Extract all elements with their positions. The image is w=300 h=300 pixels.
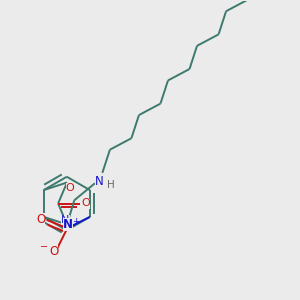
Text: H: H: [106, 180, 114, 190]
Text: O: O: [49, 244, 58, 258]
Text: N: N: [95, 175, 104, 188]
Text: O: O: [82, 199, 90, 208]
Text: N: N: [63, 218, 73, 231]
Text: −: −: [40, 242, 48, 252]
Text: O: O: [36, 213, 45, 226]
Text: +: +: [72, 217, 80, 226]
Text: N: N: [61, 215, 70, 225]
Text: O: O: [66, 183, 74, 193]
